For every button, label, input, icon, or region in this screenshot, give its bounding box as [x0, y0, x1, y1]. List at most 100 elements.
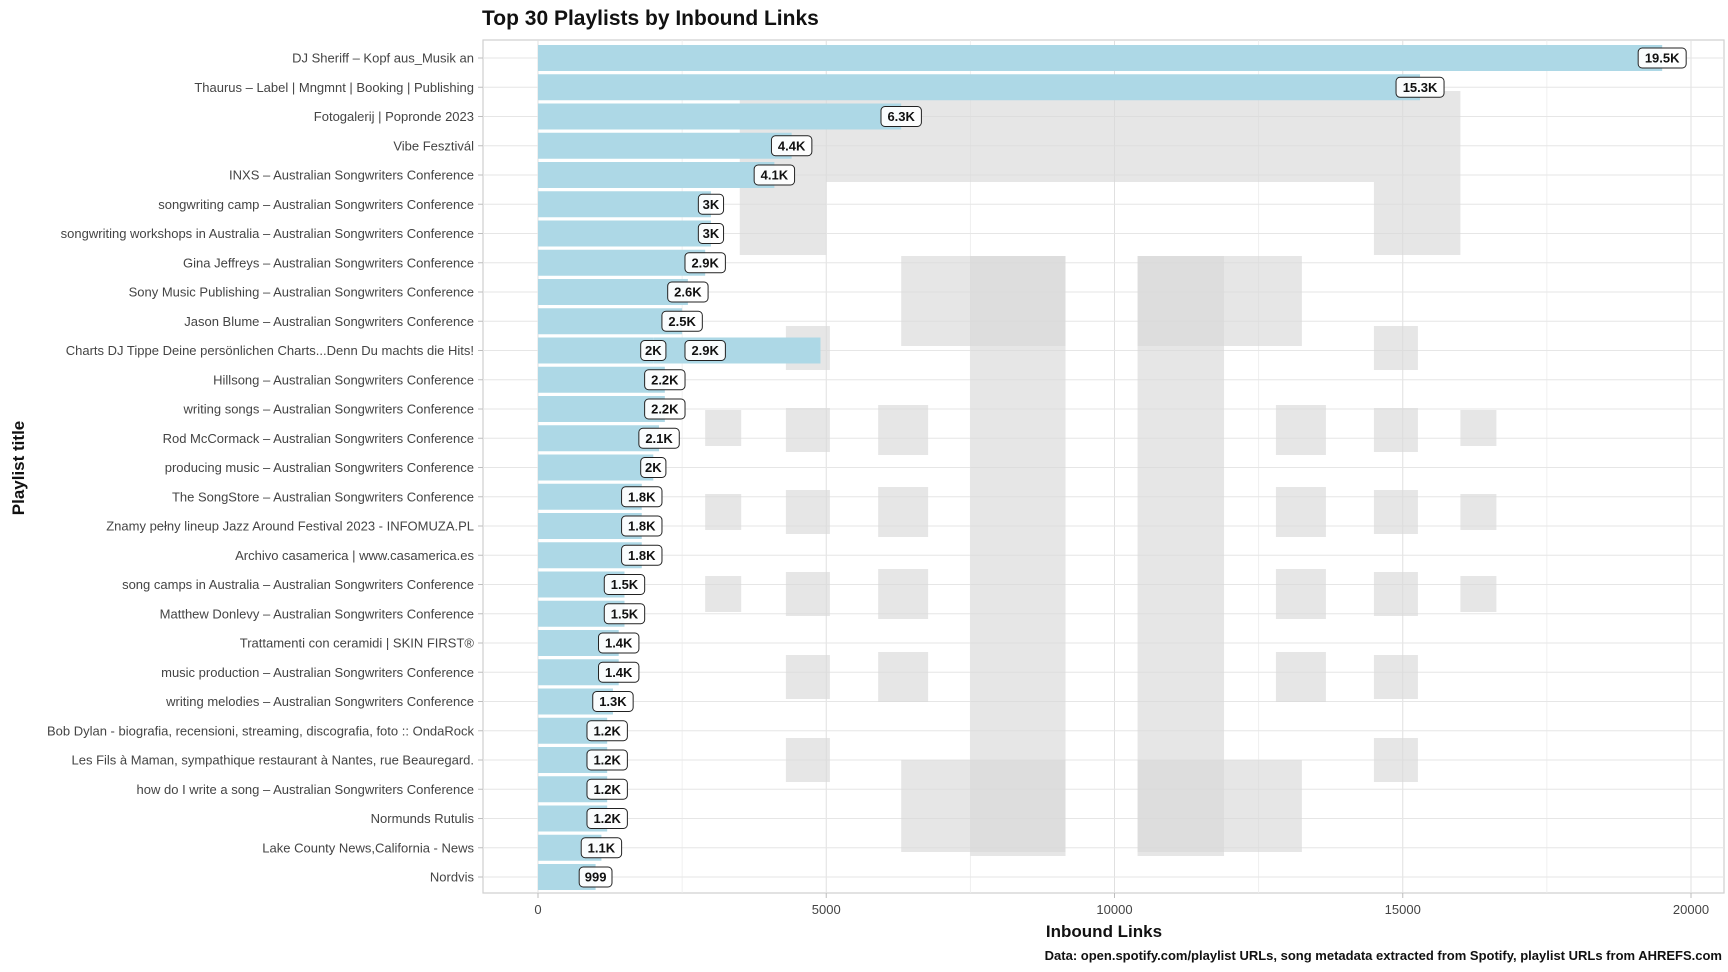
data-label: 1.2K — [593, 753, 621, 768]
y-tick-label: songwriting camp – Australian Songwriter… — [158, 197, 474, 212]
data-label: 2K — [645, 343, 662, 358]
y-tick-label: Lake County News,California - News — [262, 840, 474, 855]
bar — [538, 279, 688, 305]
y-tick-label: Charts DJ Tippe Deine persönlichen Chart… — [66, 343, 474, 358]
x-tick-label: 0 — [534, 902, 541, 917]
data-label: 2.9K — [691, 255, 719, 270]
data-label-box — [1395, 76, 1445, 98]
data-label-box — [697, 223, 725, 244]
watermark-block — [1137, 760, 1302, 852]
data-label: 2.6K — [674, 285, 702, 300]
data-label-box — [592, 691, 634, 712]
data-label: 1.8K — [628, 489, 656, 504]
data-label-box — [753, 164, 796, 186]
data-label-box — [621, 544, 663, 566]
data-label: 1.4K — [605, 636, 633, 651]
x-axis-title: Inbound Links — [1046, 922, 1162, 941]
watermark-block — [739, 182, 827, 255]
data-label-box — [586, 749, 628, 771]
bar — [538, 220, 711, 247]
y-tick-label: producing music – Australian Songwriters… — [165, 460, 474, 475]
data-label: 1.5K — [611, 577, 639, 592]
x-tick-label: 10000 — [1096, 902, 1132, 917]
bar — [538, 74, 1421, 101]
y-tick-label: Fotogalerij | Popronde 2023 — [314, 109, 474, 124]
y-axis-tick-labels: DJ Sheriff – Kopf aus_Musik an Thaurus – … — [47, 51, 475, 885]
data-label: 3K — [703, 226, 720, 241]
watermark-block — [1373, 182, 1461, 255]
y-tick-label: Archivo casamerica | www.casamerica.es — [235, 548, 474, 563]
y-tick-label: Matthew Donlevy – Australian Songwriters… — [160, 606, 474, 621]
watermark-block — [705, 410, 742, 446]
bar — [538, 366, 665, 393]
data-label: 1.5K — [611, 606, 639, 621]
data-label-box — [586, 778, 628, 800]
y-tick-label: INXS – Australian Songwriters Conference — [229, 168, 474, 183]
watermark-block — [1275, 652, 1326, 702]
data-label-box — [640, 340, 667, 361]
y-tick-label: Les Fils à Maman, sympathique restaurant… — [72, 753, 475, 768]
data-label-box — [880, 106, 922, 127]
y-tick-label: Jason Blume – Australian Songwriters Con… — [184, 314, 474, 329]
bar — [538, 103, 902, 130]
data-labels: 19.5K 15.3K 6.3K 4.4K 4.1K 3K 3K 2.9K 2.6K 2.5K 2K… — [578, 47, 1687, 888]
x-tick-label: 20000 — [1673, 902, 1709, 917]
x-tick-label: 5000 — [812, 902, 841, 917]
bar — [538, 162, 775, 188]
data-label: 1.1K — [588, 840, 616, 855]
y-tick-label: writing melodies – Australian Songwriter… — [165, 694, 474, 709]
watermark-block — [878, 569, 929, 619]
y-tick-label: songwriting workshops in Australia – Aus… — [61, 226, 474, 241]
data-label: 2.5K — [668, 314, 696, 329]
bar — [653, 337, 821, 364]
data-label: 1.4K — [605, 665, 633, 680]
data-label-box — [667, 281, 709, 303]
bar — [538, 396, 665, 422]
data-label-box — [1637, 47, 1687, 69]
data-label: 4.1K — [761, 168, 789, 183]
watermark-block — [785, 408, 830, 452]
bar — [538, 249, 706, 276]
data-label-box — [603, 603, 646, 625]
data-label: 2.2K — [651, 372, 679, 387]
watermark-block — [1373, 408, 1418, 452]
y-tick-label: Trattamenti con ceramidi | SKIN FIRST® — [240, 636, 475, 651]
watermark-block — [1373, 738, 1418, 782]
watermark-block — [878, 487, 929, 537]
data-label-box — [640, 457, 667, 478]
data-label-box — [586, 720, 628, 742]
watermark-block — [1137, 256, 1225, 856]
caption: Data: open.spotify.com/playlist URLs, so… — [1045, 948, 1722, 963]
data-label-box — [598, 661, 640, 683]
data-label-box — [684, 340, 726, 361]
data-label: 1.8K — [628, 548, 656, 563]
y-tick-label: Gina Jeffreys – Australian Songwriters C… — [183, 255, 474, 270]
data-label: 1.3K — [599, 694, 627, 709]
bar — [538, 454, 654, 481]
bar — [538, 45, 1663, 71]
bar — [538, 308, 683, 335]
y-tick-label: Thaurus – Label | Mngmnt | Booking | Pub… — [194, 80, 474, 95]
bar — [538, 132, 792, 159]
watermark-block — [878, 405, 929, 455]
watermark-block — [1460, 494, 1497, 530]
watermark-block — [785, 655, 830, 699]
x-tick-label: 15000 — [1385, 902, 1421, 917]
data-label-box — [598, 632, 640, 654]
data-label-box — [621, 515, 663, 537]
watermark-block — [878, 652, 929, 702]
data-label-box — [603, 574, 646, 595]
watermark-block — [1275, 569, 1326, 619]
data-label-box — [638, 427, 680, 449]
data-label: 1.2K — [593, 811, 621, 826]
data-label: 1.2K — [593, 723, 621, 738]
bar — [538, 337, 654, 364]
data-label-box — [644, 398, 686, 420]
data-label-box — [684, 252, 726, 274]
x-axis-tick-labels: 0 5000 10000 15000 20000 — [534, 893, 1709, 917]
data-label-box — [697, 193, 725, 215]
data-label: 1.8K — [628, 519, 656, 534]
y-tick-label: writing songs – Australian Songwriters C… — [183, 402, 474, 417]
data-label-box — [644, 369, 686, 391]
data-label: 15.3K — [1403, 80, 1438, 95]
